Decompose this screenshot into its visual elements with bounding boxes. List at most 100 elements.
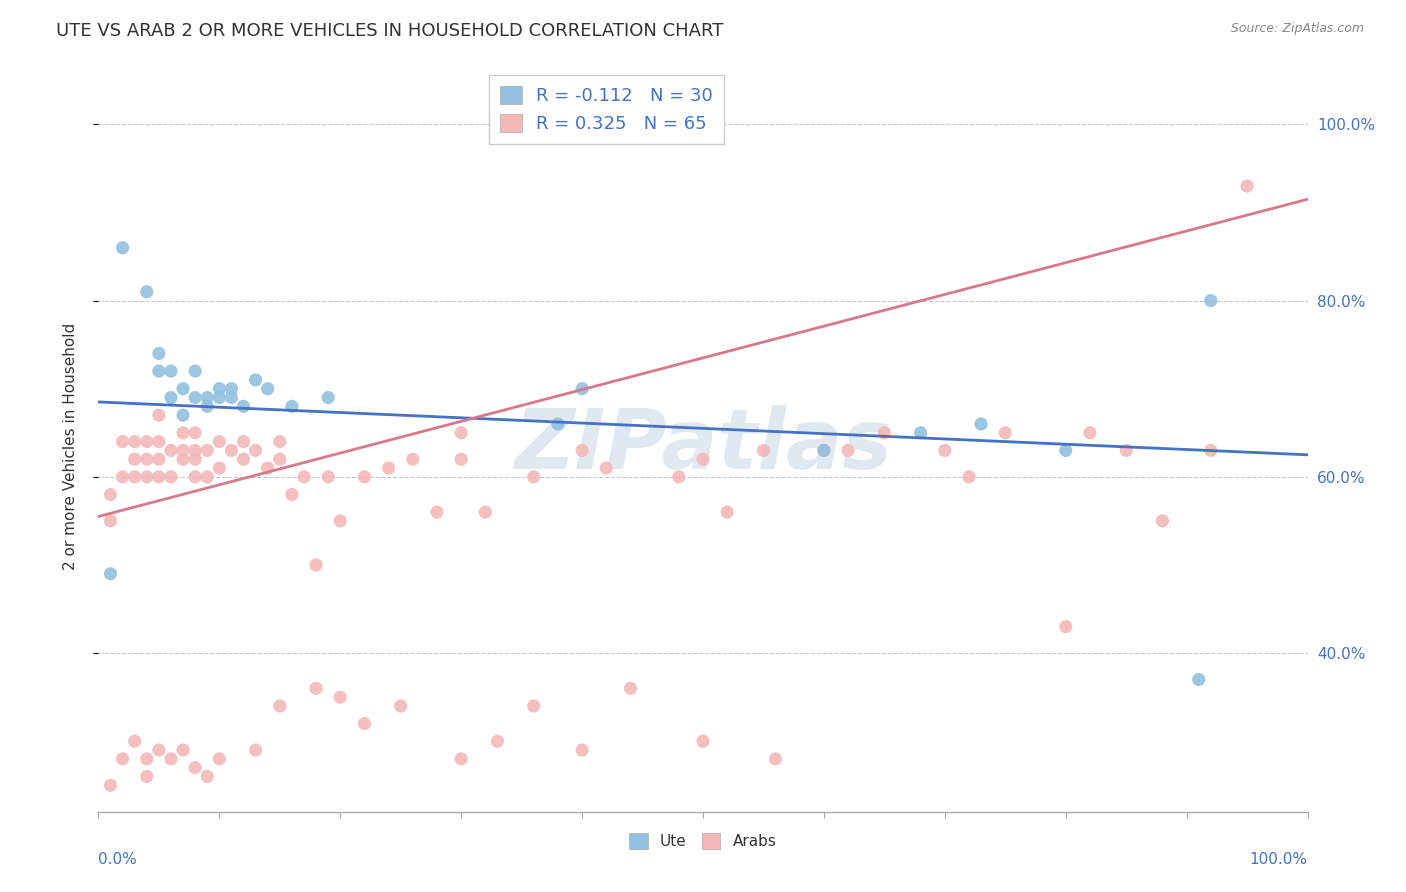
Point bbox=[571, 743, 593, 757]
Point bbox=[124, 452, 146, 467]
Point bbox=[172, 443, 194, 458]
Point bbox=[135, 769, 157, 783]
Point bbox=[245, 443, 267, 458]
Point bbox=[124, 734, 146, 748]
Point bbox=[245, 743, 267, 757]
Point bbox=[716, 505, 738, 519]
Point bbox=[269, 434, 291, 449]
Point bbox=[124, 470, 146, 484]
Point bbox=[208, 382, 231, 396]
Point bbox=[426, 505, 449, 519]
Point bbox=[450, 452, 472, 467]
Point bbox=[910, 425, 932, 440]
Point bbox=[281, 400, 304, 414]
Point bbox=[994, 425, 1017, 440]
Point bbox=[523, 470, 546, 484]
Point bbox=[148, 452, 170, 467]
Point bbox=[292, 470, 315, 484]
Point bbox=[184, 761, 207, 775]
Point bbox=[837, 443, 859, 458]
Point bbox=[813, 443, 835, 458]
Text: 100.0%: 100.0% bbox=[1250, 852, 1308, 867]
Point bbox=[221, 443, 243, 458]
Point bbox=[221, 382, 243, 396]
Point bbox=[111, 752, 134, 766]
Point bbox=[1115, 443, 1137, 458]
Point bbox=[269, 698, 291, 713]
Point bbox=[195, 400, 218, 414]
Point bbox=[256, 382, 278, 396]
Point bbox=[377, 461, 399, 475]
Point bbox=[1199, 293, 1222, 308]
Point bbox=[221, 391, 243, 405]
Point bbox=[1054, 620, 1077, 634]
Point bbox=[100, 487, 122, 501]
Point bbox=[353, 470, 375, 484]
Point bbox=[184, 443, 207, 458]
Point bbox=[135, 452, 157, 467]
Point bbox=[474, 505, 496, 519]
Point bbox=[1152, 514, 1174, 528]
Point bbox=[450, 752, 472, 766]
Point bbox=[184, 425, 207, 440]
Point bbox=[208, 752, 231, 766]
Point bbox=[329, 514, 352, 528]
Point bbox=[184, 391, 207, 405]
Point bbox=[100, 566, 122, 581]
Legend: Ute, Arabs: Ute, Arabs bbox=[623, 827, 783, 855]
Point bbox=[571, 443, 593, 458]
Point bbox=[305, 681, 328, 696]
Point bbox=[281, 487, 304, 501]
Point bbox=[316, 470, 339, 484]
Point bbox=[184, 470, 207, 484]
Point bbox=[208, 391, 231, 405]
Point bbox=[160, 364, 183, 378]
Point bbox=[256, 461, 278, 475]
Point bbox=[195, 769, 218, 783]
Point bbox=[100, 778, 122, 792]
Point bbox=[148, 743, 170, 757]
Point bbox=[934, 443, 956, 458]
Point bbox=[172, 452, 194, 467]
Point bbox=[124, 434, 146, 449]
Point bbox=[1054, 443, 1077, 458]
Point bbox=[111, 434, 134, 449]
Point bbox=[184, 452, 207, 467]
Point bbox=[402, 452, 425, 467]
Point bbox=[245, 373, 267, 387]
Point bbox=[172, 425, 194, 440]
Point bbox=[195, 391, 218, 405]
Point bbox=[1188, 673, 1211, 687]
Point bbox=[148, 434, 170, 449]
Point bbox=[135, 285, 157, 299]
Y-axis label: 2 or more Vehicles in Household: 2 or more Vehicles in Household bbox=[63, 322, 77, 570]
Point bbox=[305, 558, 328, 572]
Point bbox=[160, 752, 183, 766]
Point bbox=[208, 434, 231, 449]
Point bbox=[486, 734, 509, 748]
Point bbox=[148, 408, 170, 422]
Point bbox=[208, 461, 231, 475]
Point bbox=[619, 681, 641, 696]
Point bbox=[970, 417, 993, 431]
Point bbox=[172, 743, 194, 757]
Point bbox=[148, 470, 170, 484]
Point bbox=[765, 752, 787, 766]
Point bbox=[668, 470, 690, 484]
Point bbox=[1078, 425, 1101, 440]
Text: UTE VS ARAB 2 OR MORE VEHICLES IN HOUSEHOLD CORRELATION CHART: UTE VS ARAB 2 OR MORE VEHICLES IN HOUSEH… bbox=[56, 22, 724, 40]
Point bbox=[135, 752, 157, 766]
Point bbox=[813, 443, 835, 458]
Point bbox=[1199, 443, 1222, 458]
Point bbox=[111, 470, 134, 484]
Point bbox=[232, 400, 254, 414]
Point bbox=[957, 470, 980, 484]
Text: 0.0%: 0.0% bbox=[98, 852, 138, 867]
Point bbox=[195, 443, 218, 458]
Point bbox=[873, 425, 896, 440]
Point bbox=[160, 391, 183, 405]
Point bbox=[269, 452, 291, 467]
Point bbox=[523, 698, 546, 713]
Point bbox=[692, 452, 714, 467]
Point bbox=[195, 470, 218, 484]
